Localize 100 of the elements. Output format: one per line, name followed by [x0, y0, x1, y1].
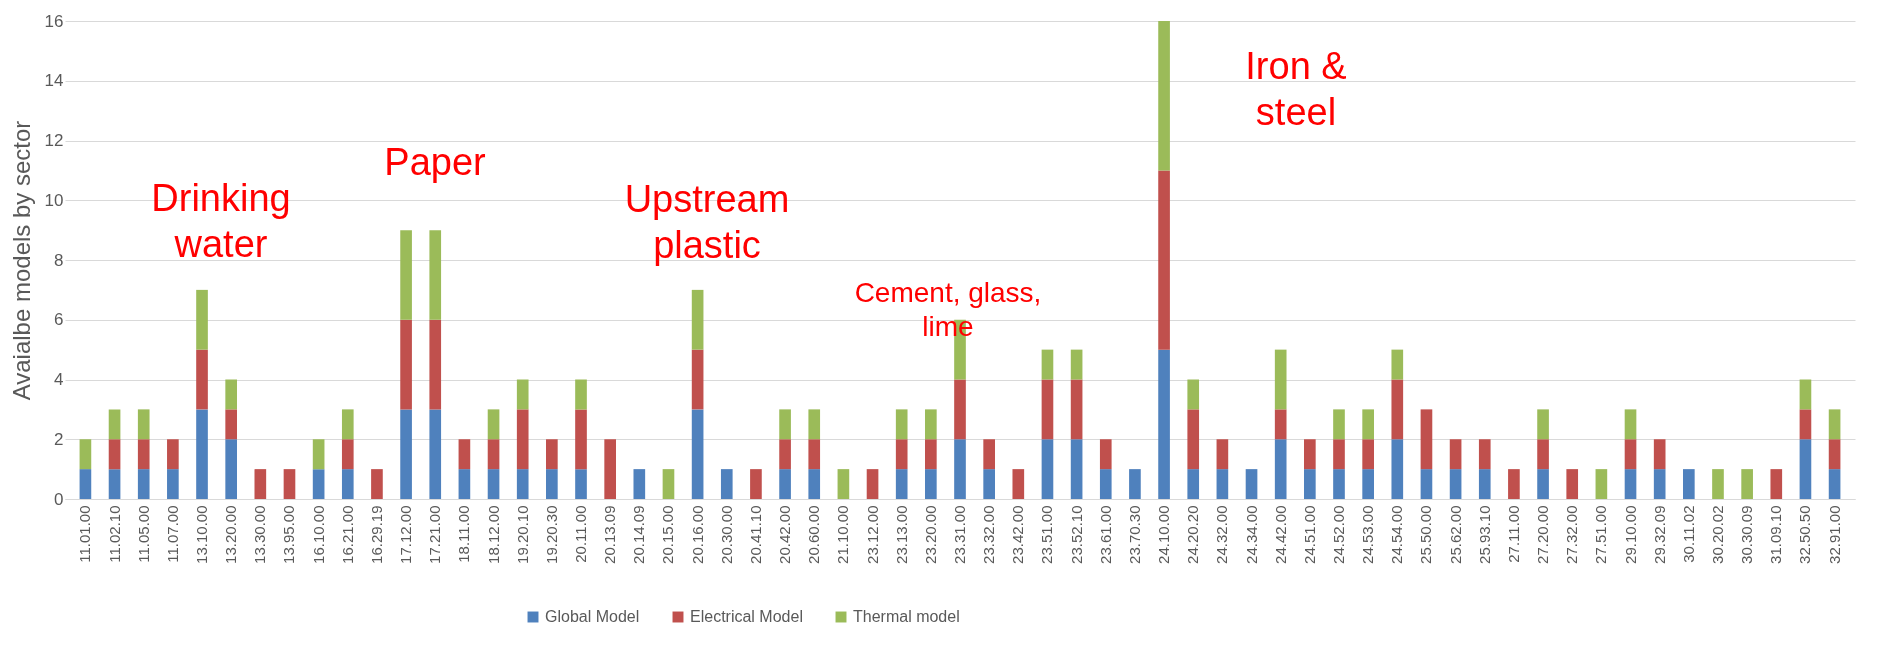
- bar: [1828, 469, 1841, 499]
- x-tick-label: 23.52.10: [1067, 505, 1085, 564]
- bar: [1362, 439, 1374, 470]
- bar: [458, 439, 471, 470]
- x-tick-label: 20.30.00: [717, 505, 735, 564]
- bar: [1799, 409, 1812, 440]
- bar: [1099, 439, 1112, 470]
- bar: [225, 439, 237, 499]
- bar: [108, 469, 121, 499]
- bar: [429, 409, 442, 499]
- bar: [1041, 349, 1054, 380]
- x-tick-label: 27.20.00: [1534, 505, 1552, 564]
- bar: [1420, 469, 1433, 499]
- bar: [866, 469, 879, 499]
- bar: [1158, 170, 1170, 350]
- x-tick-label: 16.29.19: [367, 505, 385, 564]
- bar: [196, 409, 208, 499]
- bar: [546, 439, 558, 470]
- x-tick-label: 25.62.00: [1446, 505, 1464, 564]
- bar: [516, 409, 529, 470]
- y-tick-label: 6: [54, 310, 64, 330]
- bar: [925, 469, 937, 499]
- x-tick-label: 13.30.00: [251, 505, 269, 564]
- bar: [1070, 379, 1083, 440]
- x-tick-label: 23.61.00: [1096, 505, 1114, 564]
- bar: [167, 439, 179, 470]
- annotation: Drinking water: [151, 177, 291, 265]
- x-tick-label: 11.05.00: [134, 505, 152, 563]
- bar: [196, 349, 208, 410]
- bar: [1770, 469, 1783, 499]
- x-tick-label: 23.13.00: [892, 505, 910, 564]
- bar: [808, 439, 821, 470]
- x-tick-label: 20.13.09: [601, 505, 619, 564]
- x-tick-label: 18.11.00: [455, 505, 473, 563]
- bar: [720, 469, 733, 499]
- bar: [1187, 379, 1200, 410]
- x-tick-label: 20.16.00: [688, 505, 706, 564]
- bar: [808, 469, 821, 499]
- bar: [779, 439, 791, 470]
- bar: [79, 439, 92, 470]
- bar: [1333, 409, 1345, 440]
- bar: [371, 469, 383, 499]
- bar: [691, 409, 704, 499]
- x-tick-label: 11.02.10: [105, 505, 123, 563]
- x-tick-label: 17.21.00: [426, 505, 444, 564]
- bar: [604, 439, 616, 499]
- x-tick-label: 25.50.00: [1417, 505, 1435, 564]
- x-tick-label: 11.07.00: [163, 505, 181, 563]
- x-tick-label: 29.10.00: [1621, 505, 1639, 564]
- bar: [283, 469, 296, 499]
- x-tick-label: 13.10.00: [193, 505, 211, 564]
- bar: [1304, 439, 1316, 470]
- bar: [108, 439, 121, 470]
- x-tick-label: 20.41.10: [746, 505, 764, 564]
- x-tick-label: 23.51.00: [1038, 505, 1056, 564]
- bar: [487, 469, 500, 499]
- bar: [983, 469, 995, 499]
- bar: [137, 439, 150, 470]
- x-tick-label: 24.20.20: [1184, 505, 1202, 564]
- bar: [1449, 469, 1462, 499]
- legend-label: Electrical Model: [690, 608, 803, 625]
- bar: [1333, 439, 1345, 470]
- x-tick-label: 21.10.00: [834, 505, 852, 564]
- x-tick-label: 24.10.00: [1155, 505, 1173, 564]
- bar: [1420, 409, 1433, 470]
- y-tick-label: 0: [54, 489, 64, 509]
- bar: [1362, 409, 1374, 440]
- y-tick-label: 10: [44, 190, 64, 210]
- bar: [1537, 469, 1549, 499]
- x-tick-label: 20.42.00: [776, 505, 794, 564]
- bar: [895, 409, 908, 440]
- bar: [1070, 439, 1083, 499]
- bar: [1391, 439, 1404, 499]
- annotation: Iron & steel: [1245, 45, 1347, 133]
- y-tick-label: 12: [44, 131, 64, 150]
- bar: [1449, 439, 1462, 470]
- bar: [779, 409, 791, 440]
- bar: [1653, 469, 1666, 499]
- bar: [79, 469, 92, 499]
- bar: [1712, 469, 1724, 499]
- bar: [1478, 439, 1491, 470]
- bar: [1070, 349, 1083, 380]
- bar: [1158, 21, 1170, 171]
- bar: [196, 289, 208, 350]
- bar: [1041, 439, 1054, 499]
- bar: [487, 439, 500, 470]
- bar: [1129, 469, 1141, 499]
- bar: [1274, 439, 1287, 499]
- bar: [895, 469, 908, 499]
- bar: [429, 230, 442, 320]
- bar: [1595, 469, 1608, 499]
- x-tick-label: 25.93.10: [1475, 505, 1493, 564]
- bar: [1333, 469, 1345, 499]
- bar: [1624, 469, 1637, 499]
- bar: [1508, 469, 1520, 499]
- bar: [341, 409, 354, 440]
- y-tick-label: 16: [44, 11, 64, 31]
- x-tick-label: 27.32.00: [1563, 505, 1581, 564]
- bar: [341, 439, 354, 470]
- bar: [137, 409, 150, 440]
